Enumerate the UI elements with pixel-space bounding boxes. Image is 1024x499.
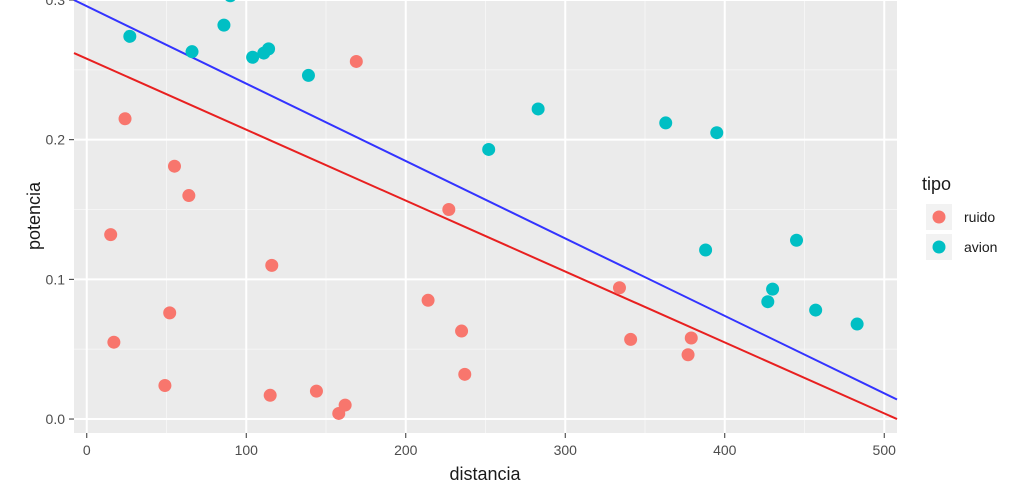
x-tick-label: 400 xyxy=(713,442,737,458)
data-point-avion xyxy=(766,282,780,296)
x-axis-title: distancia xyxy=(449,464,521,484)
data-point-ruido xyxy=(684,331,698,345)
data-point-avion xyxy=(123,29,137,43)
grid-minor xyxy=(74,0,897,433)
fit-line xyxy=(73,0,898,401)
data-point-ruido xyxy=(338,398,352,412)
y-axis-title: potencia xyxy=(24,181,44,250)
data-point-ruido xyxy=(104,228,118,242)
legend: tipo ruido avion xyxy=(922,174,997,260)
legend-swatch-ruido xyxy=(932,210,946,224)
data-point-ruido xyxy=(681,348,695,362)
data-point-ruido xyxy=(158,379,172,393)
y-tick-label: 0.1 xyxy=(46,271,66,287)
tick-labels: 0 100 200 300 400 500 0.0 0.1 0.2 0.3 xyxy=(46,0,897,458)
fit-line xyxy=(73,52,898,420)
data-points xyxy=(104,0,864,420)
y-tick-label: 0.2 xyxy=(46,132,66,148)
data-point-ruido xyxy=(421,293,435,307)
data-point-avion xyxy=(225,0,236,3)
data-point-ruido xyxy=(349,54,363,68)
x-tick-label: 100 xyxy=(235,442,259,458)
data-point-avion xyxy=(809,303,823,317)
data-point-ruido xyxy=(612,281,626,295)
data-point-ruido xyxy=(624,332,638,346)
x-tick-label: 300 xyxy=(554,442,578,458)
data-point-avion xyxy=(262,42,276,56)
legend-title: tipo xyxy=(922,174,951,194)
fit-lines xyxy=(73,0,898,420)
y-tick-label: 0.0 xyxy=(46,411,66,427)
legend-label-ruido: ruido xyxy=(964,209,995,225)
data-point-avion xyxy=(185,45,199,59)
data-point-avion xyxy=(531,102,545,116)
data-point-avion xyxy=(850,317,864,331)
data-point-ruido xyxy=(265,258,279,272)
x-tick-label: 0 xyxy=(83,442,91,458)
data-point-ruido xyxy=(118,112,132,126)
data-point-ruido xyxy=(309,384,323,398)
grid-major xyxy=(74,0,897,433)
data-point-avion xyxy=(217,18,231,32)
data-point-ruido xyxy=(455,324,469,338)
legend-entries: ruido avion xyxy=(926,204,997,260)
data-point-avion xyxy=(246,50,260,64)
data-point-ruido xyxy=(107,335,121,349)
axis-ticks xyxy=(69,0,885,438)
data-point-avion xyxy=(659,116,673,130)
x-tick-label: 500 xyxy=(873,442,897,458)
data-point-avion xyxy=(301,68,315,82)
x-tick-label: 200 xyxy=(394,442,418,458)
data-point-ruido xyxy=(163,306,177,320)
data-point-ruido xyxy=(182,189,196,203)
data-point-avion xyxy=(699,243,713,257)
legend-swatch-avion xyxy=(932,240,946,254)
data-point-avion xyxy=(790,233,804,247)
data-point-ruido xyxy=(167,159,181,173)
data-point-ruido xyxy=(458,367,472,381)
data-point-ruido xyxy=(442,203,456,217)
data-point-ruido xyxy=(263,388,277,402)
y-tick-label: 0.3 xyxy=(46,0,66,8)
data-point-avion xyxy=(710,126,724,140)
legend-label-avion: avion xyxy=(964,239,997,255)
data-point-avion xyxy=(482,142,496,156)
data-point-avion xyxy=(761,295,775,309)
